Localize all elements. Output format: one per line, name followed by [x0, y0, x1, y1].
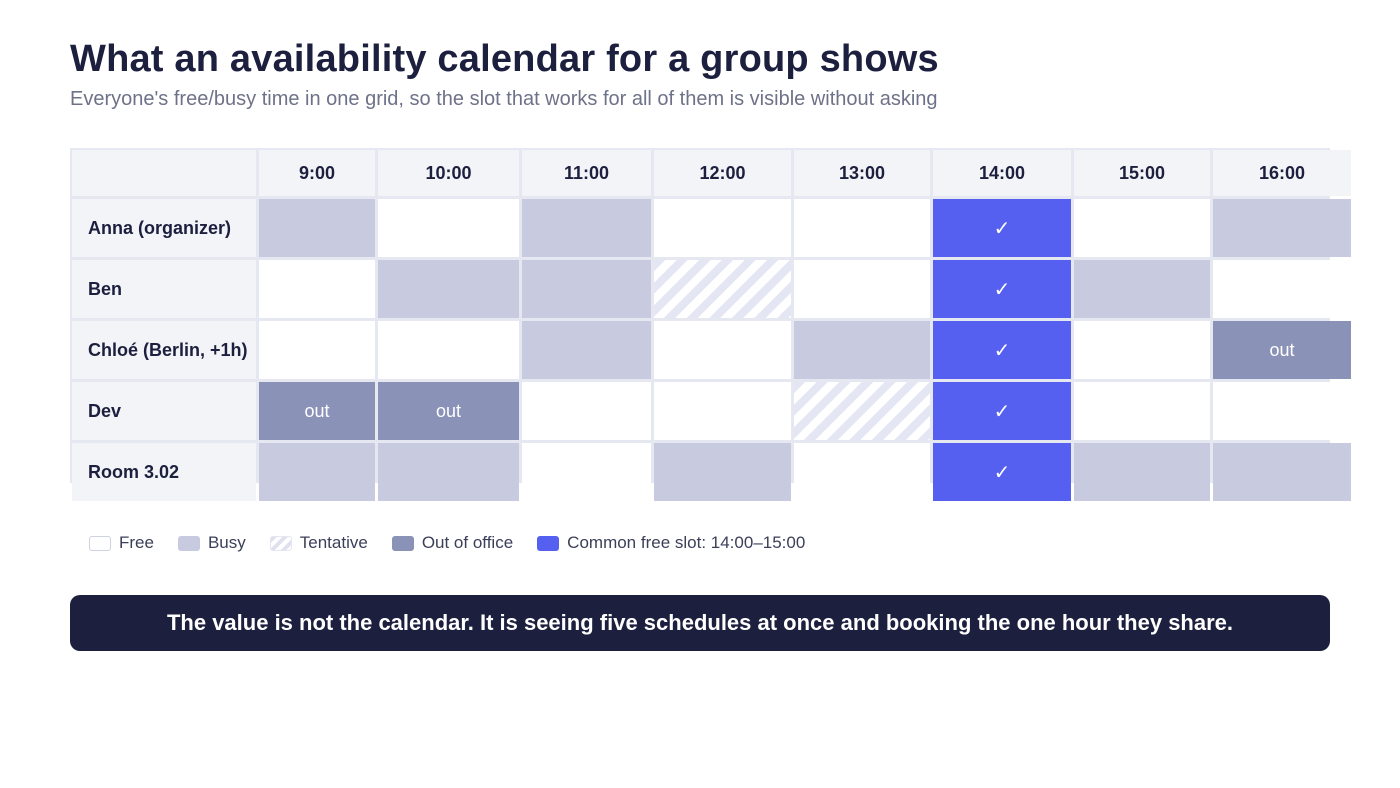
check-icon: ✓ — [993, 400, 1011, 423]
check-icon: ✓ — [993, 217, 1011, 240]
check-icon: ✓ — [993, 278, 1011, 301]
slot-free[interactable] — [1213, 260, 1351, 318]
hour-header: 10:00 — [378, 150, 519, 196]
legend-swatch-busy — [177, 535, 200, 551]
slot-free[interactable] — [522, 443, 651, 501]
legend-item-tentative: Tentative — [269, 533, 368, 553]
hour-header: 16:00 — [1213, 150, 1351, 196]
slot-common-free[interactable]: ✓ — [933, 382, 1071, 440]
slot-free[interactable] — [794, 443, 930, 501]
slot-common-free[interactable]: ✓ — [933, 321, 1071, 379]
slot-free[interactable] — [259, 260, 375, 318]
slot-busy[interactable] — [378, 260, 519, 318]
legend-swatch-tentative — [269, 535, 292, 551]
page-subtitle: Everyone's free/busy time in one grid, s… — [70, 88, 938, 110]
legend-label: Free — [119, 533, 154, 552]
slot-free[interactable] — [378, 321, 519, 379]
attendee-label: Dev — [72, 382, 256, 440]
takeaway-banner: The value is not the calendar. It is see… — [70, 595, 1330, 651]
legend-label: Busy — [207, 533, 246, 552]
legend-item-free: Free — [89, 533, 154, 553]
slot-busy[interactable] — [794, 321, 930, 379]
hour-header: 12:00 — [654, 150, 791, 196]
hour-header: 15:00 — [1074, 150, 1210, 196]
slot-common-free[interactable]: ✓ — [933, 443, 1071, 501]
slot-busy[interactable] — [1074, 443, 1210, 501]
legend-label: Common free slot: 14:00–15:00 — [567, 533, 806, 552]
slot-free[interactable] — [794, 260, 930, 318]
legend-label: Out of office — [421, 533, 514, 552]
slot-free[interactable] — [259, 321, 375, 379]
slot-busy[interactable] — [259, 443, 375, 501]
slot-busy[interactable] — [1213, 443, 1351, 501]
hour-header: 14:00 — [933, 150, 1071, 196]
check-icon: ✓ — [993, 461, 1011, 484]
slot-free[interactable] — [654, 382, 791, 440]
hour-header: 13:00 — [794, 150, 930, 196]
availability-grid: 9:00 10:00 11:00 12:00 13:00 14:00 15:00 16:00 A… — [70, 148, 1351, 501]
slot-free[interactable] — [1074, 382, 1210, 440]
slot-out[interactable]: out — [378, 382, 519, 440]
slot-busy[interactable] — [378, 443, 519, 501]
slot-common-free[interactable]: ✓ — [933, 260, 1071, 318]
legend-item-out: Out of office — [391, 533, 514, 553]
slot-busy[interactable] — [522, 260, 651, 318]
slot-busy[interactable] — [522, 321, 651, 379]
slot-common-free[interactable]: ✓ — [933, 199, 1071, 257]
attendee-label: Room 3.02 — [72, 443, 256, 501]
slot-tentative[interactable] — [654, 260, 791, 318]
hour-header: 11:00 — [522, 150, 651, 196]
slot-free[interactable] — [654, 321, 791, 379]
attendee-label: Ben — [72, 260, 256, 318]
slot-busy[interactable] — [1074, 260, 1210, 318]
grid-corner — [72, 150, 256, 196]
slot-busy[interactable] — [1213, 199, 1351, 257]
page-title: What an availability calendar for a grou… — [70, 38, 939, 80]
slot-free[interactable] — [1074, 321, 1210, 379]
attendee-label: Chloé (Berlin, +1h) — [72, 321, 256, 379]
legend: Free Busy Tentative Out of office Common fre… — [89, 532, 829, 554]
check-icon: ✓ — [993, 339, 1011, 362]
slot-busy[interactable] — [654, 443, 791, 501]
slot-busy[interactable] — [522, 199, 651, 257]
slot-tentative[interactable] — [794, 382, 930, 440]
takeaway-text: The value is not the calendar. It is see… — [166, 610, 1234, 635]
legend-swatch-free — [89, 535, 111, 551]
slot-free[interactable] — [1213, 382, 1351, 440]
attendee-label: Anna (organizer) — [72, 199, 256, 257]
slot-free[interactable] — [378, 199, 519, 257]
legend-item-common: Common free slot: 14:00–15:00 — [537, 533, 805, 553]
hour-header: 9:00 — [259, 150, 375, 196]
slot-out[interactable]: out — [1213, 321, 1351, 379]
legend-item-busy: Busy — [177, 533, 246, 553]
slot-free[interactable] — [654, 199, 791, 257]
slot-free[interactable] — [1074, 199, 1210, 257]
slot-free[interactable] — [794, 199, 930, 257]
legend-label: Tentative — [299, 533, 368, 552]
legend-swatch-out — [391, 535, 414, 551]
legend-swatch-common — [537, 535, 560, 551]
slot-out[interactable]: out — [259, 382, 375, 440]
slot-busy[interactable] — [259, 199, 375, 257]
slot-free[interactable] — [522, 382, 651, 440]
